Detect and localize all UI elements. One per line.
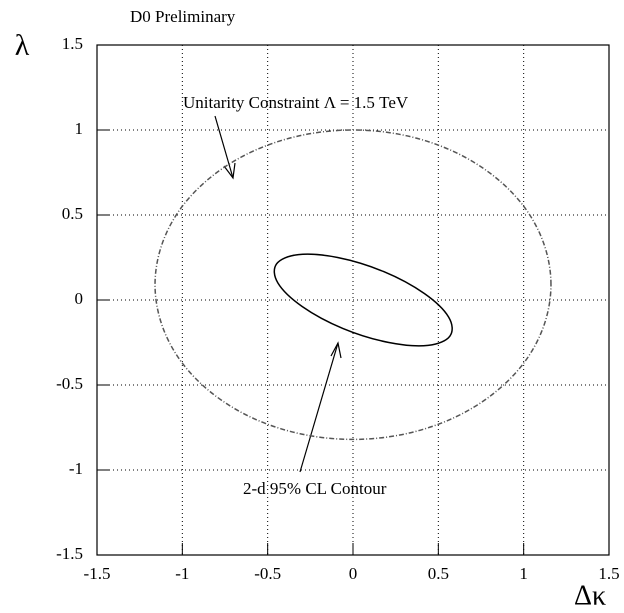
chart-title: D0 Preliminary: [130, 7, 236, 26]
arrows: [214, 115, 342, 473]
y-tick-label: -0.5: [56, 374, 83, 393]
contour: [154, 129, 552, 441]
x-tick-label: 0: [349, 564, 358, 583]
x-tick-label: -1: [175, 564, 189, 583]
y-axis-label: λ: [15, 29, 30, 62]
annotation: 2-d 95% CL Contour: [243, 479, 387, 498]
x-tick-label: 1.5: [598, 564, 619, 583]
arrow: [299, 342, 339, 473]
arrow: [214, 115, 234, 179]
contour: [273, 253, 453, 347]
arrow-head: [330, 341, 342, 359]
x-tick-label: -0.5: [254, 564, 281, 583]
x-tick-label: 0.5: [428, 564, 449, 583]
y-tick-label: -1: [69, 459, 83, 478]
annotation: Unitarity Constraint Λ = 1.5 TeV: [183, 93, 409, 112]
y-tick-label: 1.5: [62, 34, 83, 53]
y-tick-label: 0.5: [62, 204, 83, 223]
arrow-head: [223, 162, 236, 180]
y-tick-label: 0: [75, 289, 84, 308]
y-tick-label: 1: [75, 119, 84, 138]
x-tick-label: 1: [519, 564, 528, 583]
y-tick-label: -1.5: [56, 544, 83, 563]
x-tick-label: -1.5: [84, 564, 111, 583]
x-axis-label: Δκ: [574, 580, 606, 611]
